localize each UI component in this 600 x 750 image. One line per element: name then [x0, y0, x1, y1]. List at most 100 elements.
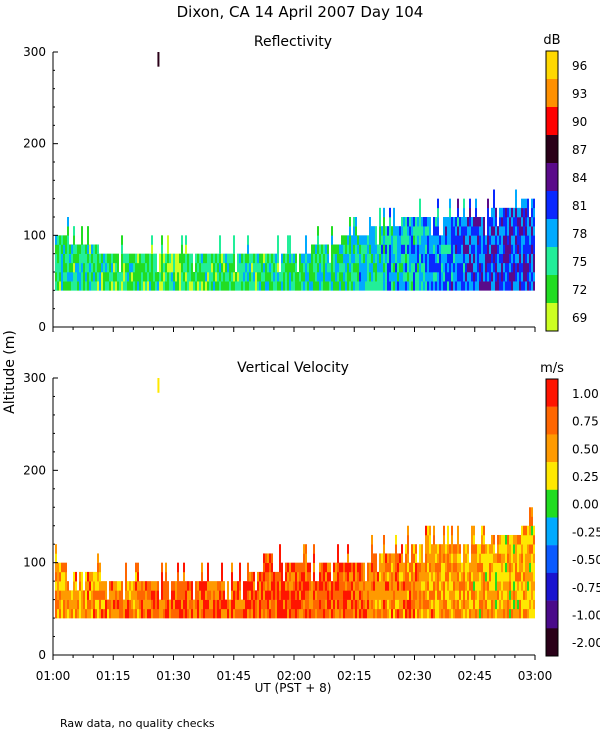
echo-cell [285, 590, 287, 600]
echo-cell [333, 562, 335, 573]
echo-cell [525, 272, 527, 282]
echo-cell [509, 590, 511, 600]
echo-cell [437, 562, 439, 573]
echo-cell [113, 253, 115, 264]
echo-cell [421, 571, 423, 582]
echo-cell [147, 272, 149, 282]
echo-cell [331, 590, 333, 600]
echo-cell [429, 534, 431, 545]
echo-cell [119, 599, 121, 610]
echo-cell [529, 553, 531, 563]
echo-cell [313, 544, 315, 554]
echo-cell [353, 608, 355, 619]
echo-cell [131, 262, 133, 273]
echo-cell [425, 581, 427, 591]
echo-cell [423, 608, 425, 619]
echo-cell [281, 253, 283, 264]
echo-cell [213, 272, 215, 282]
echo-cell [423, 262, 425, 273]
echo-cell [519, 544, 521, 554]
echo-cell [435, 581, 437, 591]
echo-cell [465, 562, 467, 573]
echo-cell [329, 281, 331, 291]
echo-cell [331, 244, 333, 254]
echo-cell [175, 253, 177, 264]
echo-cell [523, 599, 525, 610]
echo-cell [55, 562, 57, 573]
echo-cell [253, 608, 255, 619]
echo-cell [231, 262, 233, 273]
echo-cell [433, 525, 435, 536]
echo-cell [467, 272, 469, 282]
echo-cell [229, 599, 231, 610]
echo-cell [99, 272, 101, 282]
echo-cell [521, 525, 523, 536]
echo-cell [453, 544, 455, 554]
echo-cell [221, 262, 223, 273]
echo-cell [59, 590, 61, 600]
echo-cell [521, 235, 523, 245]
echo-cell [443, 217, 445, 227]
echo-cell [89, 262, 91, 273]
echo-cell [229, 262, 231, 273]
echo-cell [425, 544, 427, 554]
echo-cell [373, 235, 375, 245]
echo-cell [217, 590, 219, 600]
echo-cell [425, 525, 427, 536]
echo-cell [275, 581, 277, 591]
colorbar-swatch [546, 600, 558, 629]
echo-cell [209, 253, 211, 264]
echo-cell [383, 262, 385, 273]
echo-cell [509, 235, 511, 245]
echo-cell [359, 599, 361, 610]
echo-cell [417, 562, 419, 573]
echo-cell [371, 608, 373, 619]
echo-cell [207, 562, 209, 573]
echo-cell [397, 562, 399, 573]
echo-cell [289, 571, 291, 582]
echo-cell [421, 244, 423, 254]
echo-cell [383, 581, 385, 591]
echo-cell [279, 599, 281, 610]
echo-cell [445, 562, 447, 573]
echo-cell [457, 217, 459, 227]
echo-cell [139, 272, 141, 282]
echo-cell [133, 253, 135, 264]
echo-cell [225, 281, 227, 291]
echo-cell [451, 226, 453, 236]
echo-cell [85, 581, 87, 591]
echo-cell [457, 525, 459, 536]
echo-cell [465, 262, 467, 273]
echo-cell [291, 281, 293, 291]
echo-cell [245, 272, 247, 282]
colorbar-tick-label: 84 [572, 171, 587, 185]
echo-cell [235, 581, 237, 591]
echo-cell [485, 608, 487, 619]
echo-cell [265, 562, 267, 573]
echo-cell [417, 217, 419, 227]
echo-cell [427, 226, 429, 236]
echo-cell [197, 599, 199, 610]
echo-cell [439, 599, 441, 610]
echo-cell [165, 562, 167, 573]
echo-cell [387, 262, 389, 273]
echo-cell [471, 599, 473, 610]
echo-cell [499, 207, 501, 218]
echo-cell [435, 226, 437, 236]
echo-cell [377, 608, 379, 619]
echo-cell [521, 599, 523, 610]
echo-cell [67, 608, 69, 619]
echo-cell [467, 553, 469, 563]
echo-cell [257, 581, 259, 591]
echo-cell [333, 244, 335, 254]
echo-cell [151, 599, 153, 610]
echo-cell [469, 235, 471, 245]
echo-cell [209, 608, 211, 619]
echo-cell [127, 608, 129, 619]
echo-cell [335, 253, 337, 264]
echo-cell [349, 562, 351, 573]
echo-cell [251, 571, 253, 582]
echo-cell [461, 226, 463, 236]
echo-cell [275, 253, 277, 264]
echo-cell [221, 590, 223, 600]
